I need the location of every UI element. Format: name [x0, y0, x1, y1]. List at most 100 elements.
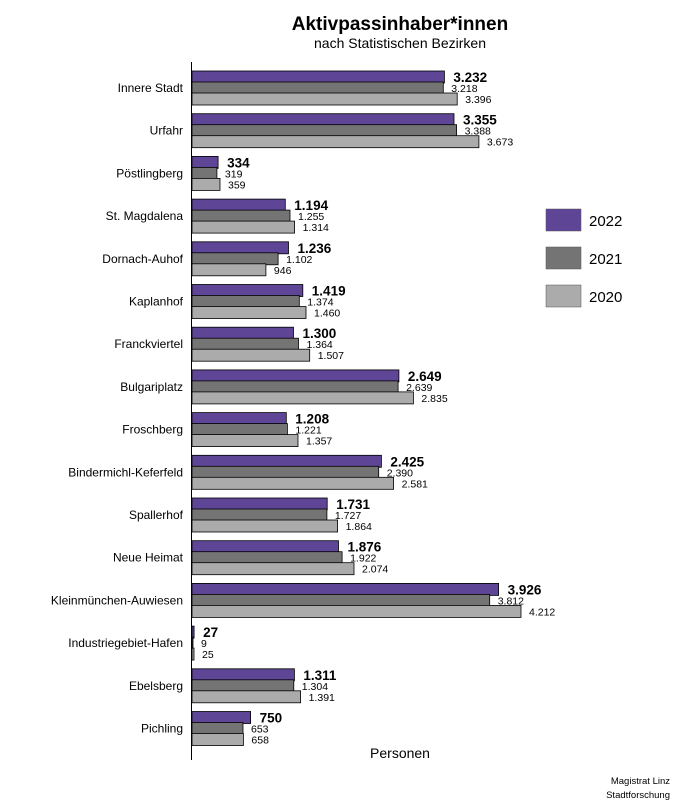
- value-label-2021: 1.304: [302, 681, 328, 693]
- bar-2020: [191, 135, 480, 149]
- value-label-2021: 3.388: [465, 126, 491, 138]
- category-label: Bindermichl-Keferfeld: [68, 465, 183, 479]
- category-label: Urfahr: [150, 124, 183, 138]
- value-label-2020: 359: [228, 179, 246, 191]
- value-label-2020: 1.864: [346, 521, 372, 533]
- value-label-2020: 2.835: [421, 393, 447, 405]
- bar-2021: [191, 551, 343, 565]
- category-label: Pichling: [141, 722, 183, 736]
- bar-2021: [191, 679, 295, 693]
- credit-line-1: Magistrat Linz: [611, 776, 670, 787]
- bar-2022: [191, 454, 382, 468]
- value-label-2021: 1.922: [350, 553, 376, 565]
- bar-2020: [191, 647, 195, 661]
- bar-2020: [191, 562, 355, 576]
- value-label-2022: 1.731: [336, 497, 370, 512]
- value-label-2021: 2.639: [406, 382, 432, 394]
- bar-2021: [191, 295, 300, 308]
- bar-2022: [191, 668, 295, 682]
- value-label-2021: 1.221: [295, 425, 321, 437]
- value-label-2021: 1.255: [298, 211, 324, 223]
- value-label-2022: 3.355: [463, 113, 497, 128]
- value-label-2022: 2.649: [408, 369, 442, 384]
- bar-2022: [191, 113, 455, 127]
- category-label: Neue Heimat: [113, 551, 184, 565]
- value-label-2020: 1.460: [314, 308, 340, 320]
- value-label-2021: 1.364: [307, 339, 333, 351]
- bar-2020: [191, 177, 221, 191]
- legend-label-2020: 2020: [589, 289, 622, 306]
- value-label-2022: 1.876: [348, 540, 382, 555]
- value-label-2020: 2.581: [402, 478, 428, 490]
- value-label-2022: 334: [227, 155, 250, 170]
- labels-group: Innere Stadt3.2323.2183.396Urfahr3.3553.…: [51, 70, 556, 747]
- category-label: Bulgariplatz: [120, 380, 183, 394]
- bar-2022: [191, 412, 287, 426]
- bar-2021: [191, 209, 291, 223]
- bar-2021: [191, 124, 458, 138]
- category-label: Industriegebiet-Hafen: [68, 636, 183, 650]
- bar-2022: [191, 583, 500, 596]
- bar-2021: [191, 722, 244, 735]
- value-label-2020: 1.357: [306, 436, 332, 448]
- bar-2021: [191, 81, 444, 95]
- x-axis-label: Personen: [370, 745, 430, 761]
- bar-2021: [191, 423, 288, 437]
- bar-2022: [191, 625, 195, 639]
- category-label: Pöstlingberg: [116, 166, 183, 180]
- bar-2021: [191, 594, 491, 607]
- value-label-2021: 2.390: [387, 467, 413, 479]
- value-label-2022: 1.236: [298, 241, 332, 256]
- bar-2022: [191, 369, 400, 383]
- bar-2020: [191, 92, 458, 106]
- value-label-2020: 1.391: [309, 692, 335, 704]
- value-label-2020: 946: [274, 265, 292, 277]
- value-label-2020: 658: [251, 735, 269, 747]
- category-label: Innere Stadt: [118, 81, 184, 95]
- bar-2020: [191, 519, 339, 533]
- bar-2022: [191, 241, 289, 255]
- value-label-2022: 1.194: [294, 198, 328, 213]
- bar-2020: [191, 348, 311, 362]
- legend: 2022 2021 2020: [545, 208, 622, 308]
- bar-2022: [191, 711, 251, 724]
- bars-group: [191, 70, 522, 746]
- bar-2020: [191, 605, 522, 618]
- value-label-2022: 27: [203, 625, 218, 640]
- value-label-2021: 3.812: [498, 595, 524, 607]
- bar-2021: [191, 508, 328, 522]
- category-label: Dornach-Auhof: [102, 252, 183, 266]
- category-label: Franckviertel: [114, 337, 183, 351]
- chart-subtitle: nach Statistischen Bezirken: [314, 35, 486, 51]
- legend-swatch-2022: [545, 208, 582, 232]
- chart-title: Aktivpassinhaber*innen: [292, 14, 508, 35]
- value-label-2021: 1.374: [307, 297, 333, 309]
- value-label-2020: 2.074: [362, 564, 388, 576]
- bar-2021: [191, 636, 194, 650]
- bar-2022: [191, 540, 339, 554]
- value-label-2021: 1.102: [286, 254, 312, 266]
- bar-2020: [191, 220, 295, 234]
- value-label-2022: 2.425: [390, 454, 424, 469]
- legend-swatch-2020: [545, 284, 582, 308]
- category-label: Kleinmünchen-Auwiesen: [51, 593, 183, 607]
- value-label-2021: 9: [201, 638, 207, 650]
- value-label-2021: 319: [225, 168, 243, 180]
- value-label-2021: 1.727: [335, 510, 361, 522]
- bar-2020: [191, 690, 301, 704]
- bar-2021: [191, 380, 399, 394]
- value-label-2022: 1.208: [295, 412, 329, 427]
- bar-2021: [191, 252, 279, 266]
- bar-2021: [191, 465, 380, 479]
- value-label-2022: 3.232: [453, 70, 487, 85]
- category-label: Ebelsberg: [129, 679, 183, 693]
- bar-2020: [191, 306, 307, 319]
- bar-2022: [191, 326, 294, 340]
- bar-2020: [191, 391, 414, 405]
- value-label-2022: 750: [260, 711, 283, 726]
- bar-2022: [191, 497, 328, 511]
- value-label-2020: 4.212: [529, 606, 555, 618]
- category-label: Froschberg: [122, 423, 183, 437]
- bar-2022: [191, 155, 219, 169]
